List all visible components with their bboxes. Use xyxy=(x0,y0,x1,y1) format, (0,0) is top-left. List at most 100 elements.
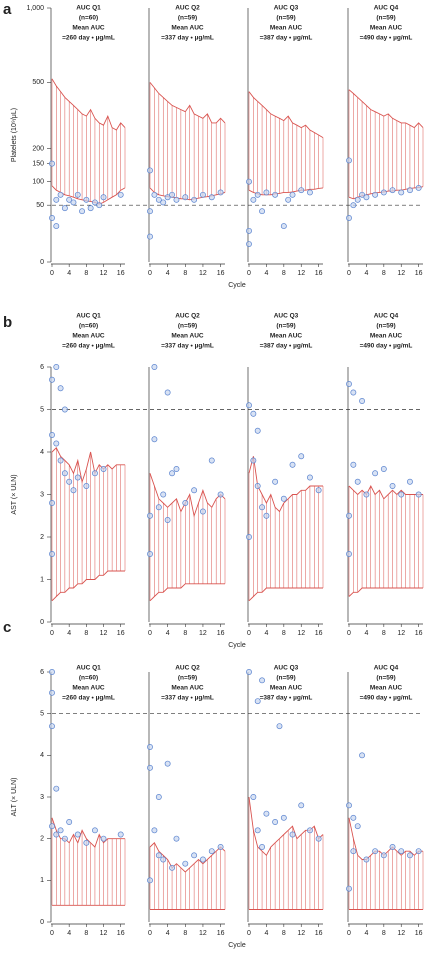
data-point xyxy=(363,856,370,863)
subplot-title: =490 day • µg/mL xyxy=(360,35,413,42)
data-point xyxy=(263,189,270,196)
y-tick-label: 0 xyxy=(40,259,44,266)
data-point xyxy=(259,844,266,850)
data-point xyxy=(208,848,215,855)
subplot-title: AUC Q4 xyxy=(374,313,399,320)
data-point xyxy=(250,457,257,464)
data-point xyxy=(49,723,55,730)
data-point xyxy=(182,194,189,201)
x-tick-label: 8 xyxy=(282,270,286,277)
data-point xyxy=(306,827,313,834)
data-point xyxy=(83,839,90,846)
data-point xyxy=(61,406,68,413)
data-point xyxy=(389,187,396,194)
x-tick-label: 0 xyxy=(50,630,54,637)
data-point xyxy=(182,860,189,867)
subplot-title: =260 day • µg/mL xyxy=(62,35,115,42)
data-point xyxy=(298,453,305,460)
subplot-title: =260 day • µg/mL xyxy=(62,695,115,702)
data-point xyxy=(354,823,361,830)
x-tick-label: 4 xyxy=(364,930,368,937)
x-tick-label: 0 xyxy=(347,630,351,637)
data-point xyxy=(350,814,357,821)
x-tick-label: 0 xyxy=(50,930,54,937)
data-point xyxy=(169,470,176,477)
x-tick-label: 12 xyxy=(297,630,305,637)
x-tick-label: 8 xyxy=(84,930,88,937)
data-point xyxy=(160,491,167,498)
data-point xyxy=(280,223,287,230)
band-lower-line xyxy=(348,587,423,597)
x-tick-label: 16 xyxy=(117,630,125,637)
data-point xyxy=(415,848,422,855)
data-point xyxy=(254,483,261,489)
data-point xyxy=(315,487,322,494)
x-axis-label: Cycle xyxy=(228,642,246,649)
y-tick-label: 6 xyxy=(40,669,44,676)
data-point xyxy=(66,819,73,825)
data-point xyxy=(254,827,261,834)
subplot-title: =260 day • µg/mL xyxy=(62,343,115,350)
y-tick-label: 50 xyxy=(36,202,44,209)
x-tick-label: 12 xyxy=(397,930,405,937)
data-point xyxy=(100,835,107,842)
data-point xyxy=(250,410,257,417)
x-tick-label: 8 xyxy=(282,930,286,937)
data-point xyxy=(74,191,81,198)
data-point xyxy=(346,381,352,387)
x-tick-label: 8 xyxy=(382,630,386,637)
data-point xyxy=(246,241,252,247)
data-point xyxy=(380,852,387,859)
data-point xyxy=(160,856,167,863)
data-point xyxy=(83,196,90,203)
data-point xyxy=(49,689,55,696)
x-tick-label: 16 xyxy=(315,930,323,937)
band-upper-line xyxy=(248,91,324,138)
data-point xyxy=(398,491,405,498)
x-tick-label: 4 xyxy=(264,630,268,637)
data-point xyxy=(169,864,176,871)
x-tick-label: 16 xyxy=(315,630,323,637)
data-point xyxy=(346,802,352,809)
subplot-title: AUC Q2 xyxy=(175,5,200,12)
band-upper-line xyxy=(348,89,424,129)
subplot-title: =490 day • µg/mL xyxy=(360,695,413,702)
data-point xyxy=(415,184,422,191)
data-point xyxy=(151,827,158,834)
data-point xyxy=(346,512,352,519)
x-tick-label: 8 xyxy=(183,930,187,937)
data-point xyxy=(208,194,215,201)
x-tick-label: 16 xyxy=(415,930,423,937)
data-point xyxy=(280,495,287,502)
subplot-title: (n=59) xyxy=(376,323,395,330)
x-tick-label: 8 xyxy=(183,270,187,277)
y-tick-label: 150 xyxy=(32,160,44,167)
x-tick-label: 4 xyxy=(67,270,71,277)
subplot-title: =490 day • µg/mL xyxy=(360,343,413,350)
data-point xyxy=(250,794,257,800)
y-tick-label: 100 xyxy=(32,179,44,186)
subplot-title: Mean AUC xyxy=(171,333,204,340)
data-point xyxy=(272,819,279,825)
subplot-title: Mean AUC xyxy=(72,333,105,340)
data-point xyxy=(147,167,153,174)
band-upper-line xyxy=(348,817,423,860)
y-tick-label: 200 xyxy=(32,145,44,152)
x-tick-label: 16 xyxy=(217,270,225,277)
data-point xyxy=(217,844,224,850)
data-point xyxy=(155,852,162,859)
data-point xyxy=(276,723,283,730)
y-tick-label: 4 xyxy=(40,449,44,456)
data-point xyxy=(155,504,162,511)
x-tick-label: 0 xyxy=(247,930,251,937)
data-point xyxy=(263,810,270,817)
subplot-title: Mean AUC xyxy=(370,685,403,692)
x-tick-label: 4 xyxy=(264,270,268,277)
data-point xyxy=(100,466,107,472)
data-point xyxy=(263,512,270,519)
x-tick-label: 0 xyxy=(247,630,251,637)
data-point xyxy=(155,794,162,800)
data-point xyxy=(100,194,107,201)
band-upper-line xyxy=(51,78,126,131)
